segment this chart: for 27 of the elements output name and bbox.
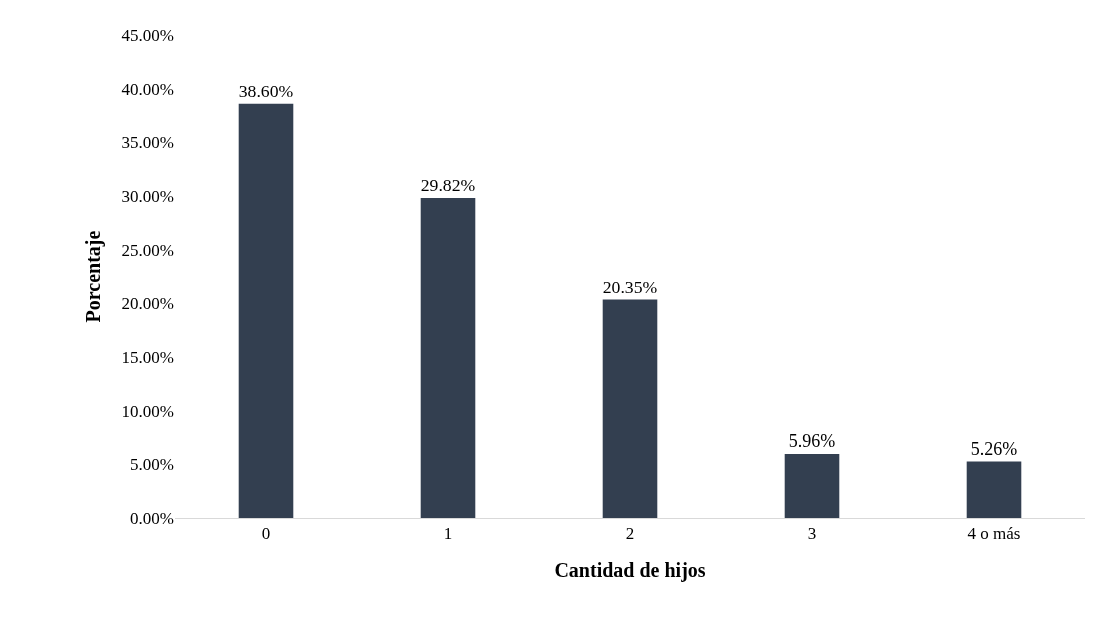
y-tick-label: 20.00%	[121, 294, 174, 314]
y-tick-label: 45.00%	[121, 25, 174, 45]
y-axis-title: Porcentaje	[82, 230, 106, 323]
bar	[602, 299, 658, 518]
y-tick-label: 25.00%	[121, 240, 174, 260]
data-label: 5.96%	[788, 431, 836, 452]
x-tick-label: 1	[443, 524, 453, 544]
data-label: 5.26%	[970, 438, 1018, 459]
y-tick-label: 10.00%	[121, 401, 174, 421]
bar	[784, 454, 840, 518]
x-tick-label: 2	[625, 524, 635, 544]
y-tick-label: 5.00%	[130, 455, 174, 475]
x-axis-title: Cantidad de hijos	[554, 558, 706, 582]
x-tick-label: 4 o más	[967, 524, 1021, 544]
x-tick-label: 3	[807, 524, 817, 544]
bar	[420, 197, 476, 518]
x-tick-label: 0	[261, 524, 271, 544]
data-label: 38.60%	[238, 80, 294, 101]
y-tick-label: 30.00%	[121, 186, 174, 206]
data-label: 20.35%	[602, 276, 658, 297]
y-tick-label: 35.00%	[121, 133, 174, 153]
bar	[966, 461, 1022, 518]
data-label: 29.82%	[420, 174, 476, 195]
bar	[238, 103, 294, 518]
y-tick-label: 15.00%	[121, 347, 174, 367]
y-tick-label: 40.00%	[121, 79, 174, 99]
y-tick-label: 0.00%	[130, 508, 174, 528]
